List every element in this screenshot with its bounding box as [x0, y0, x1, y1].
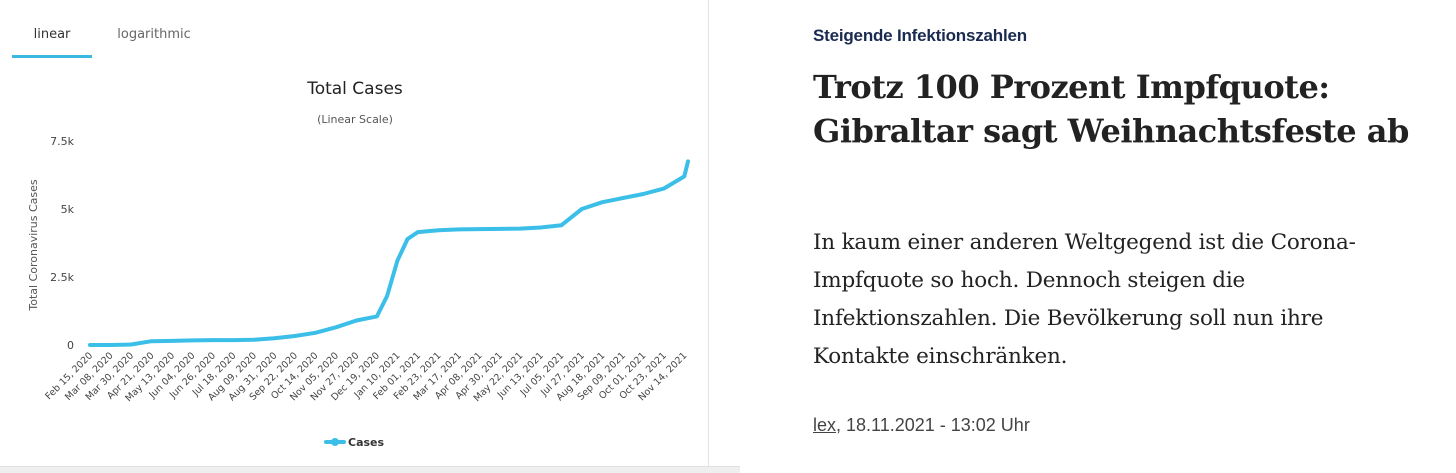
y-tick-label: 5k — [61, 203, 75, 216]
headline-line-1: Trotz 100 Prozent Impfquote: — [813, 68, 1330, 106]
chart-panel: linear logarithmic Total Cases (Linear S… — [0, 0, 709, 466]
tab-linear[interactable]: linear — [12, 27, 92, 58]
y-axis-label: Total Coronavirus Cases — [27, 179, 40, 312]
legend-marker-dot — [331, 438, 339, 446]
bottom-strip — [0, 466, 740, 473]
data-point[interactable] — [149, 339, 154, 344]
data-point[interactable] — [334, 325, 338, 330]
byline-author-link[interactable]: lex — [813, 415, 837, 435]
lead-line-3: Infektionszahlen. Die Bevölkerung soll n… — [813, 306, 1324, 331]
cases-chart: Total Cases (Linear Scale) Total Coronav… — [27, 79, 690, 449]
data-point[interactable] — [252, 338, 256, 342]
y-tick-label: 7.5k — [50, 135, 74, 148]
chart-title: Total Cases — [306, 79, 403, 99]
data-point[interactable] — [354, 318, 359, 323]
y-tick-label: 0 — [67, 339, 74, 352]
data-point[interactable] — [170, 339, 174, 343]
data-point[interactable] — [682, 174, 687, 179]
legend[interactable]: Cases — [324, 436, 385, 449]
data-point[interactable] — [293, 334, 297, 338]
data-point[interactable] — [375, 314, 379, 319]
data-point[interactable] — [129, 342, 133, 347]
series-layer — [88, 159, 690, 347]
lead-line-1: In kaum einer anderen Weltgegend ist die… — [813, 230, 1356, 255]
data-point[interactable] — [662, 186, 666, 191]
data-point[interactable] — [477, 227, 482, 231]
series-line-cases[interactable] — [88, 159, 690, 347]
data-point[interactable] — [641, 192, 646, 196]
article-headline[interactable]: Trotz 100 Prozent Impfquote: Gibraltar s… — [813, 65, 1453, 153]
lead-line-4: Kontakte einschränken. — [813, 344, 1068, 369]
article-kicker: Steigende Infektionszahlen — [813, 26, 1027, 45]
data-point[interactable] — [498, 227, 502, 231]
data-point[interactable] — [272, 336, 277, 341]
data-point[interactable] — [190, 338, 195, 343]
legend-label-cases: Cases — [348, 436, 385, 449]
data-point[interactable] — [580, 207, 584, 211]
chart-subtitle: (Linear Scale) — [317, 113, 393, 126]
tab-logarithmic[interactable]: logarithmic — [117, 27, 191, 42]
data-point[interactable] — [621, 196, 625, 200]
y-axis-ticks: 0 2.5k 5k 7.5k — [50, 135, 74, 352]
data-point[interactable] — [436, 228, 441, 232]
data-point[interactable] — [211, 338, 215, 342]
scale-tabs: linear logarithmic — [0, 18, 709, 58]
article-lead: In kaum einer anderen Weltgegend ist die… — [813, 224, 1453, 376]
byline-date: , 18.11.2021 - 13:02 Uhr — [836, 415, 1030, 435]
data-point[interactable] — [88, 343, 92, 347]
y-tick-label: 2.5k — [50, 271, 74, 284]
data-point[interactable] — [686, 159, 690, 164]
headline-line-2: Gibraltar sagt Weihnachtsfeste ab — [813, 112, 1409, 150]
data-point[interactable] — [313, 331, 318, 335]
data-point[interactable] — [518, 226, 523, 231]
data-point[interactable] — [231, 338, 236, 342]
data-point[interactable] — [457, 227, 461, 232]
data-point[interactable] — [385, 294, 389, 298]
data-point[interactable] — [405, 237, 410, 241]
lead-line-2: Impfquote so hoch. Dennoch steigen die — [813, 268, 1246, 293]
data-point[interactable] — [108, 343, 113, 347]
data-point[interactable] — [395, 258, 400, 263]
article-byline: lex, 18.11.2021 - 13:02 Uhr — [813, 415, 1030, 436]
data-point[interactable] — [539, 225, 543, 230]
data-point[interactable] — [416, 230, 420, 234]
data-point[interactable] — [600, 200, 605, 204]
data-point[interactable] — [559, 223, 564, 228]
